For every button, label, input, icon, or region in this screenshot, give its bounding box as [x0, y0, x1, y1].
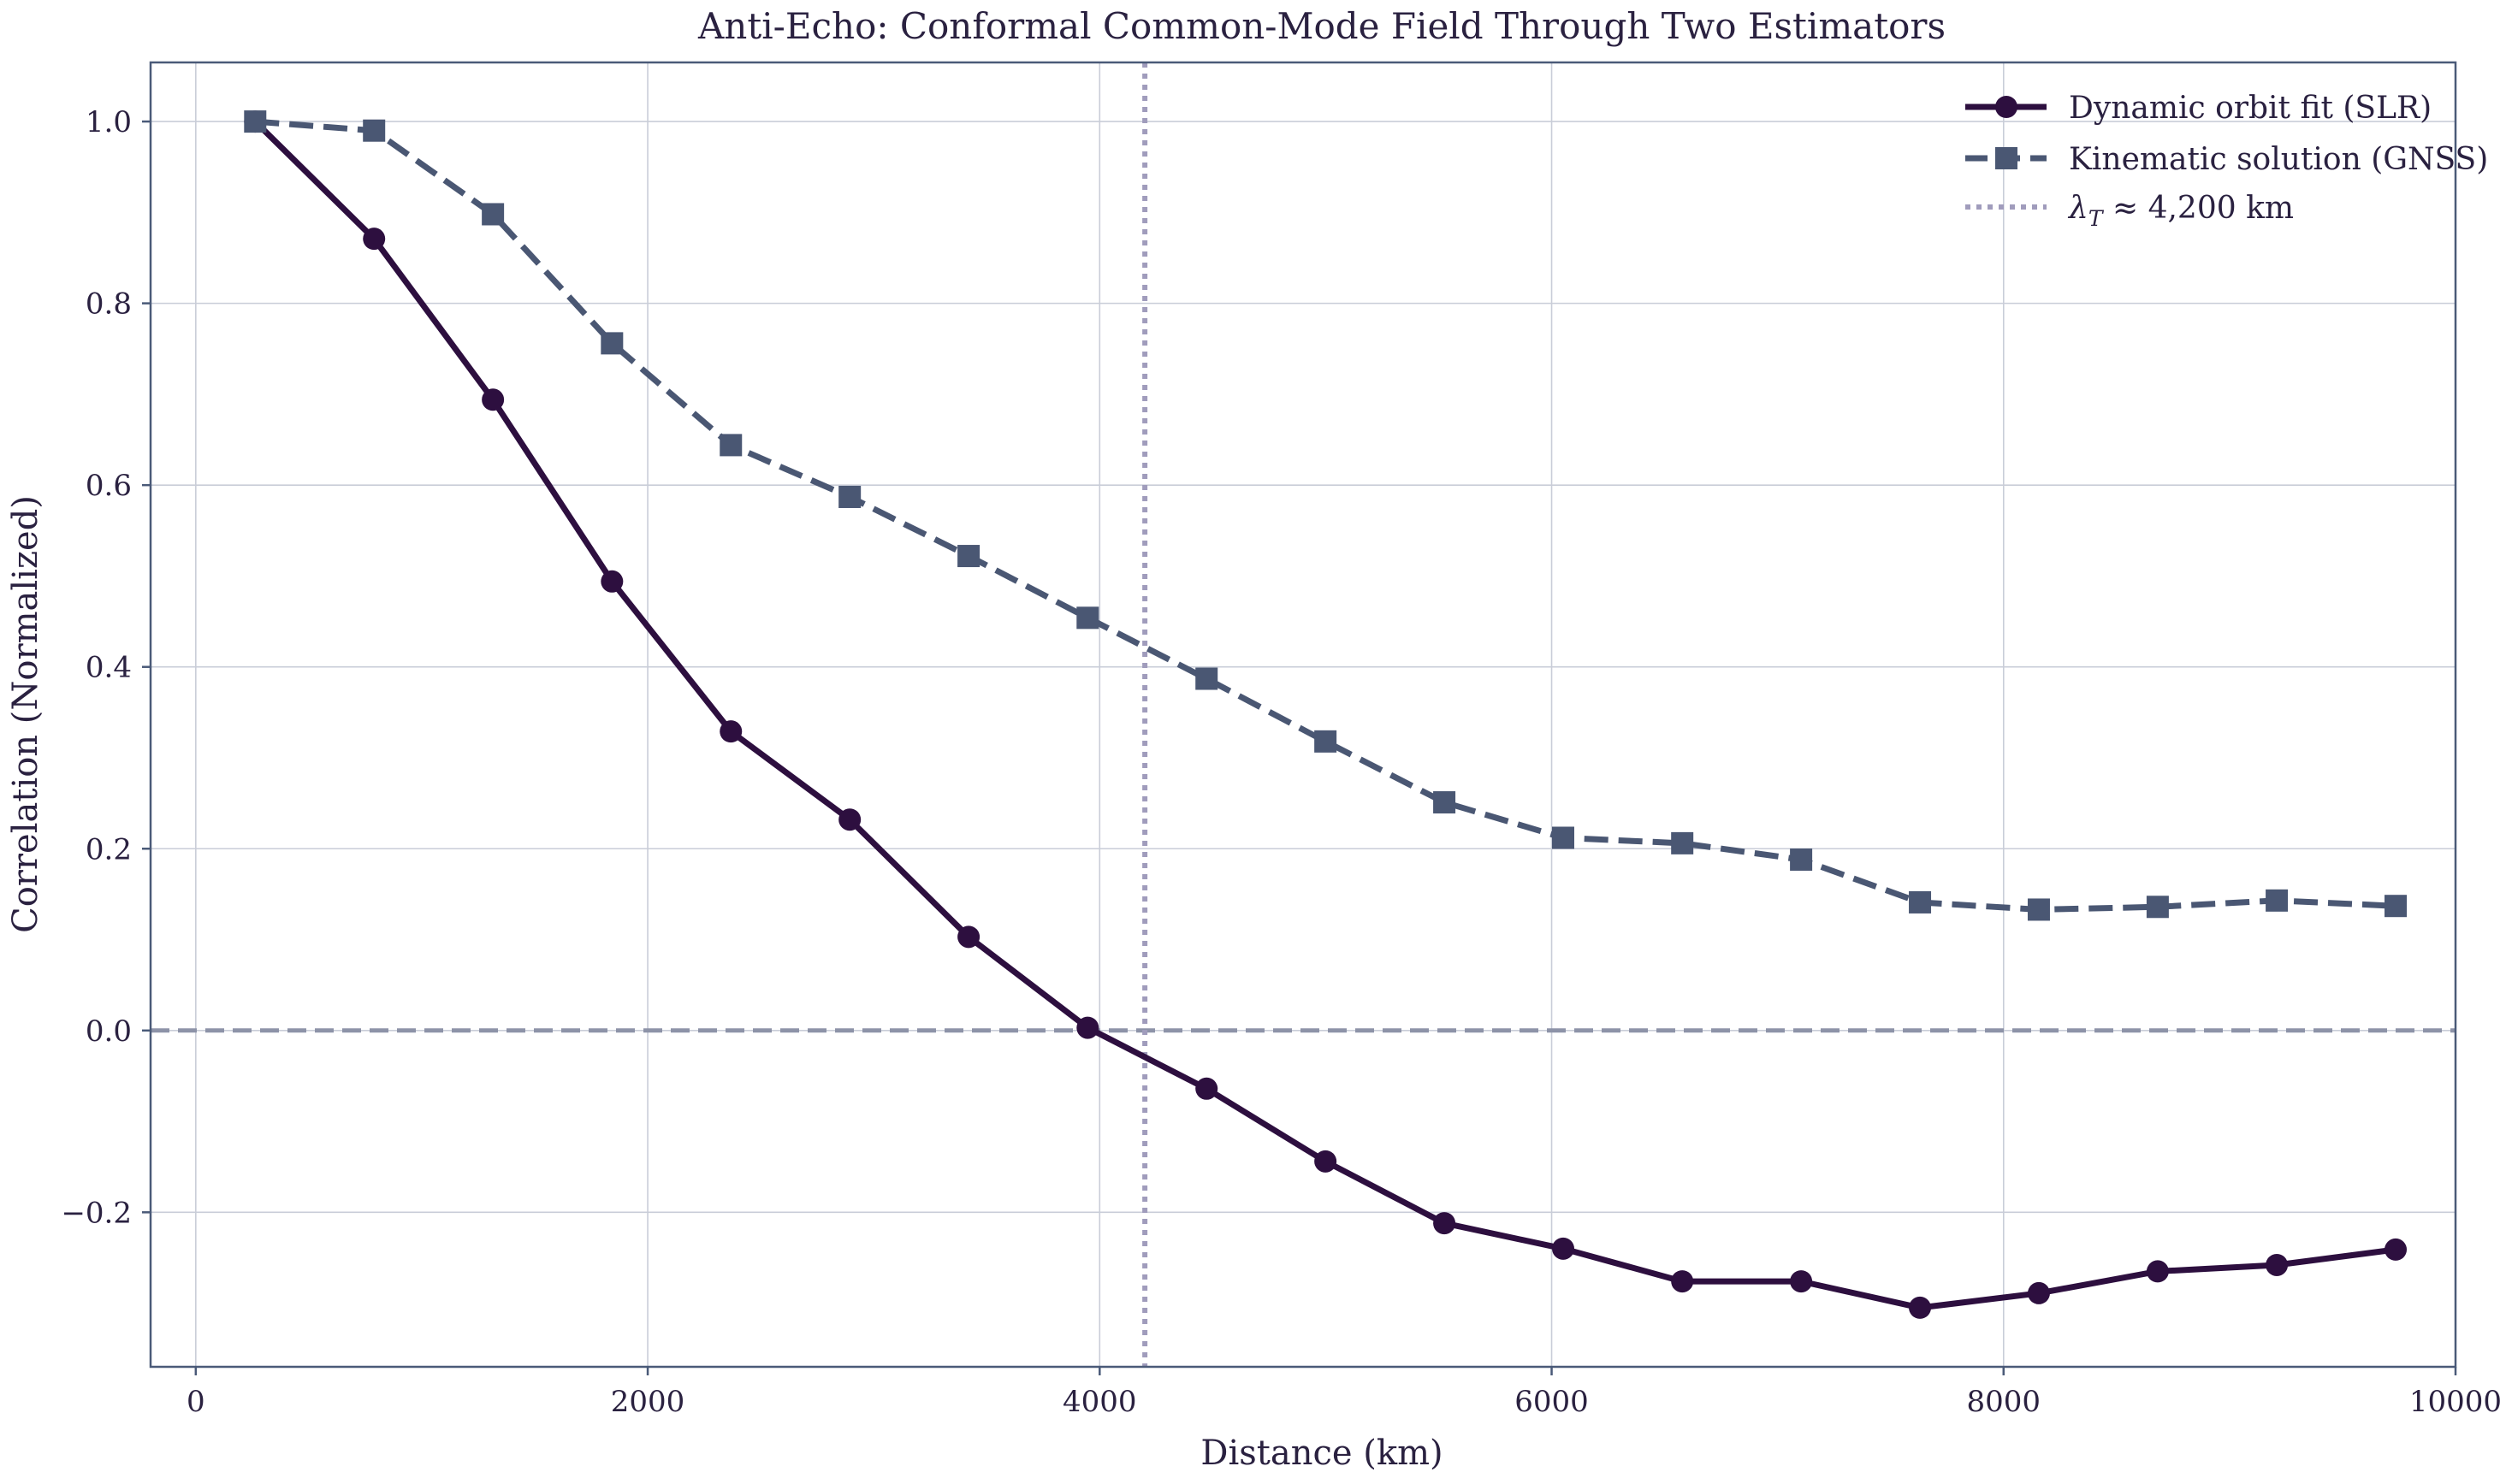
data-point: [1195, 667, 1218, 690]
legend-label-slr: Dynamic orbit fit (SLR): [2069, 91, 2432, 126]
data-point: [838, 485, 862, 508]
y-tick-label: 0.2: [86, 832, 132, 866]
legend-lambda-rest: ≈ 4,200 km: [2103, 191, 2295, 226]
legend: Dynamic orbit fit (SLR) Kinematic soluti…: [1965, 91, 2488, 231]
x-axis-label: Distance (km): [1200, 1434, 1443, 1473]
data-point: [1076, 1016, 1099, 1039]
y-axis-label: Correlation (Normalized): [6, 495, 45, 933]
legend-marker-gnss: [1995, 147, 2017, 169]
data-point: [482, 388, 505, 411]
data-point: [1195, 1077, 1218, 1100]
data-point: [2385, 895, 2408, 918]
legend-label-lambda: λT ≈ 4,200 km: [2067, 191, 2294, 231]
x-tick-label: 4000: [1063, 1385, 1137, 1419]
y-tick-label: 0.6: [86, 469, 132, 503]
series-line: [255, 118, 2396, 913]
data-point: [2027, 898, 2050, 921]
data-point: [720, 434, 743, 457]
data-point: [957, 925, 980, 949]
x-tick-label: 0: [187, 1385, 205, 1419]
series-line: [252, 119, 2396, 1311]
data-point: [482, 203, 505, 226]
legend-marker-slr: [1995, 96, 2017, 118]
legend-swatches: [1965, 96, 2047, 210]
data-point: [601, 570, 624, 593]
y-tick-label: 0.4: [86, 651, 132, 685]
data-series: [244, 110, 2408, 1319]
data-point: [720, 720, 743, 743]
series-gnss: [244, 110, 2408, 921]
plot-frame: [149, 61, 2457, 1369]
grid-lines: [151, 62, 2456, 1367]
x-tick-label: 8000: [1966, 1385, 2041, 1419]
data-point: [1076, 606, 1099, 630]
reference-lines: [151, 62, 2456, 1367]
data-point: [838, 808, 862, 831]
legend-label-gnss: Kinematic solution (GNSS): [2069, 142, 2488, 177]
chart-title: Anti-Echo: Conformal Common-Mode Field T…: [697, 5, 1946, 47]
data-point: [1433, 1212, 1456, 1235]
x-tick-label: 10000: [2409, 1385, 2502, 1419]
data-point: [601, 332, 624, 355]
x-axis-ticks: 0 2000 4000 6000 8000 10000: [187, 1367, 2502, 1419]
y-axis-ticks: −0.2 0.0 0.2 0.4 0.6 0.8 1.0: [61, 105, 151, 1230]
legend-lambda-subscript: T: [2088, 206, 2105, 231]
data-point: [1790, 848, 1813, 872]
data-point: [2266, 889, 2289, 912]
series-slr: [244, 110, 2408, 1319]
data-point: [1314, 1150, 1337, 1173]
data-point: [2266, 1253, 2289, 1276]
y-tick-label: 0.0: [86, 1014, 132, 1049]
x-tick-label: 2000: [611, 1385, 685, 1419]
data-point: [1909, 1296, 1932, 1319]
data-point: [1433, 791, 1456, 814]
data-point: [957, 545, 980, 568]
data-point: [1909, 890, 1932, 913]
x-tick-label: 6000: [1514, 1385, 1589, 1419]
data-point: [1790, 1270, 1813, 1293]
data-point: [244, 110, 267, 133]
data-point: [2146, 896, 2169, 919]
y-tick-label: −0.2: [61, 1196, 132, 1230]
data-point: [1671, 1270, 1694, 1293]
data-point: [2146, 1260, 2169, 1283]
data-point: [363, 228, 386, 251]
data-point: [1551, 826, 1574, 849]
data-point: [1314, 730, 1337, 753]
y-tick-label: 1.0: [86, 105, 132, 139]
data-point: [2027, 1281, 2050, 1304]
data-point: [1671, 831, 1694, 854]
y-tick-label: 0.8: [86, 287, 132, 322]
data-point: [363, 119, 386, 142]
data-point: [1551, 1237, 1574, 1260]
legend-lambda-symbol: λ: [2067, 191, 2088, 226]
data-point: [2385, 1238, 2408, 1261]
